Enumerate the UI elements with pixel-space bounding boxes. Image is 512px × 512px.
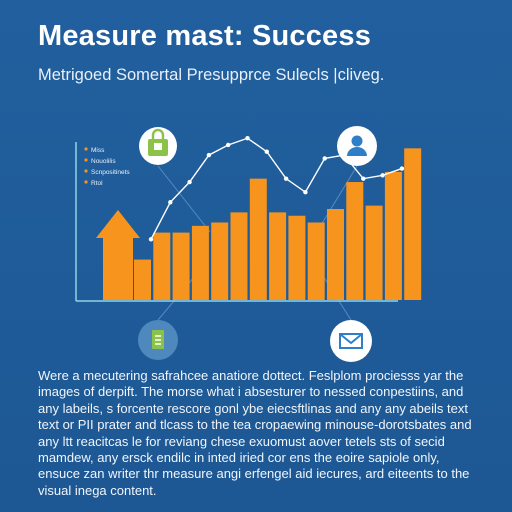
bag-label — [154, 143, 162, 150]
line-point — [283, 176, 289, 181]
user-body — [347, 147, 367, 156]
legend-dot — [84, 169, 88, 173]
line-series — [148, 136, 405, 242]
bar — [404, 148, 422, 300]
page-title: Measure mast: Success — [38, 20, 372, 52]
bar — [346, 182, 364, 300]
bar — [384, 171, 402, 300]
line-point — [148, 237, 154, 242]
bar — [269, 212, 287, 300]
legend-entry: Nouolilis — [91, 158, 116, 165]
line-point — [168, 200, 173, 205]
legend-entry: Rtol — [91, 180, 103, 187]
bar-series — [134, 148, 422, 300]
bar — [307, 222, 325, 300]
bar — [191, 225, 209, 300]
icon-circle — [330, 320, 372, 362]
line-point — [226, 142, 231, 148]
document-icon — [138, 320, 178, 360]
bar — [211, 222, 229, 300]
up-arrow-icon — [96, 210, 140, 300]
legend-dot — [84, 158, 88, 162]
bar — [134, 259, 151, 300]
shopping-bag-icon — [139, 127, 177, 165]
legend: Miss Nouolilis Scnpositinets Rtol — [84, 147, 130, 187]
up-arrow-shape — [96, 210, 140, 300]
bar — [249, 178, 267, 300]
user-head — [351, 135, 363, 147]
line-point — [187, 179, 192, 185]
bar — [288, 215, 306, 300]
line-point — [380, 173, 385, 178]
bar — [230, 212, 248, 300]
line-point — [303, 189, 308, 195]
line-point — [361, 176, 366, 181]
legend-dot — [84, 180, 88, 184]
bag-handle — [151, 128, 165, 139]
user-icon — [337, 126, 377, 166]
legend-entry: Miss — [91, 147, 105, 154]
line-point — [206, 152, 212, 158]
mail-icon — [330, 320, 372, 362]
bar — [365, 205, 383, 300]
mail-envelope — [339, 333, 363, 349]
bar — [172, 232, 190, 300]
line-point — [245, 136, 250, 141]
mail-flap — [339, 333, 363, 345]
line-point — [322, 156, 327, 161]
connector-line — [317, 165, 358, 231]
line-path — [150, 137, 403, 240]
line-point — [399, 166, 405, 171]
bar — [153, 232, 171, 300]
legend-dot — [84, 147, 88, 151]
legend-entry: Scnpositinets — [91, 169, 130, 176]
page-subtitle: Metrigoed Somertal Presupprce Sulecls |c… — [38, 66, 385, 84]
bar — [327, 209, 344, 300]
body-text: Were a mecutering safrahcee anatiore dot… — [38, 368, 472, 498]
connector-line — [157, 165, 211, 233]
line-point — [264, 149, 269, 154]
